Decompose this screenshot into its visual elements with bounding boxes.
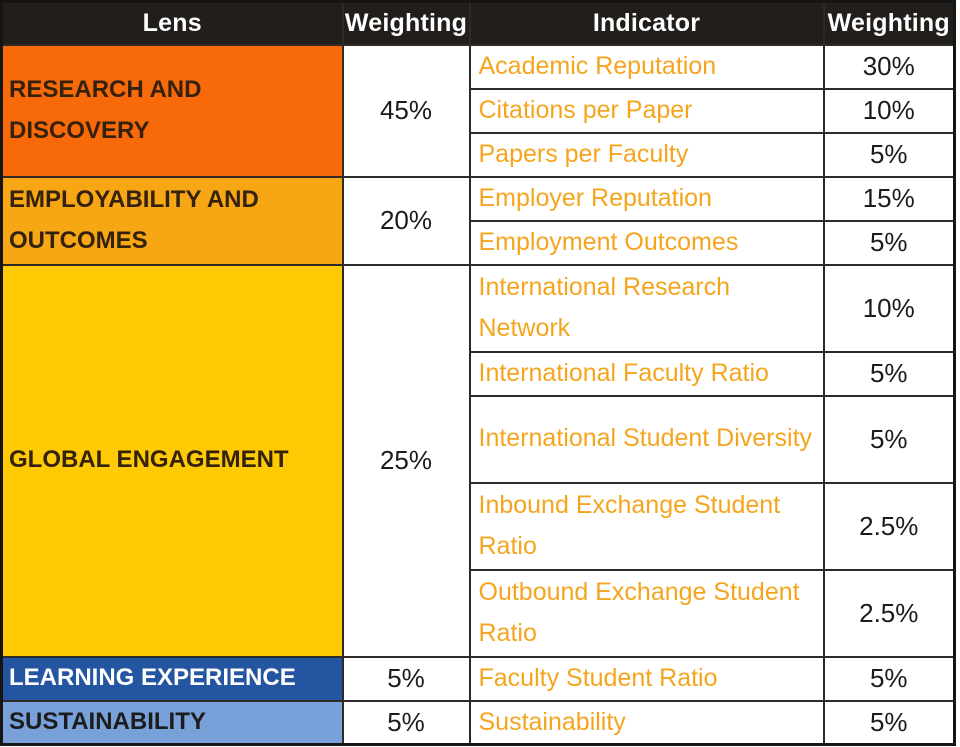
table-row: LEARNING EXPERIENCE 5% Faculty Student R… [0, 655, 956, 702]
table-row: International Student Diversity 5% [2, 394, 956, 484]
indicator-cell-international-research-network: International Research Network [468, 263, 825, 353]
table-row: Inbound Exchange Student Ratio 2.5% [2, 481, 956, 571]
indicator-cell-inbound-exchange-student-ratio: Inbound Exchange Student Ratio [468, 481, 825, 571]
lens-cell-global-engagement: GLOBAL ENGAGEMENT [0, 263, 344, 658]
indicator-cell-sustainability: Sustainability [468, 699, 825, 746]
lens-weighting-global-engagement: 25% [341, 263, 471, 658]
lens-cell-research-and-discovery: RESEARCH AND DISCOVERY [0, 43, 344, 178]
column-header-indicator: Indicator [468, 0, 825, 46]
lens-cell-learning-experience: LEARNING EXPERIENCE [0, 655, 344, 702]
indicator-cell-international-faculty-ratio: International Faculty Ratio [468, 350, 825, 397]
indicator-cell-outbound-exchange-student-ratio: Outbound Exchange Student Ratio [468, 568, 825, 658]
indicator-cell-employment-outcomes: Employment Outcomes [468, 219, 825, 266]
indicator-cell-academic-reputation: Academic Reputation [468, 43, 825, 90]
indicator-weighting-papers-per-faculty: 5% [822, 131, 956, 178]
indicator-weighting-inbound-exchange-student-ratio: 2.5% [822, 481, 956, 571]
indicator-cell-papers-per-faculty: Papers per Faculty [468, 131, 825, 178]
lens-cell-employability-and-outcomes: EMPLOYABILITY AND OUTCOMES [0, 175, 344, 266]
column-header-indicator-weighting: Weighting [822, 0, 956, 46]
table-row: RESEARCH AND DISCOVERY 45% Academic Repu… [0, 43, 956, 178]
indicator-weighting-faculty-student-ratio: 5% [822, 655, 956, 702]
table-row: GLOBAL ENGAGEMENT 25% International Rese… [0, 263, 956, 658]
column-header-lens-weighting: Weighting [341, 0, 471, 46]
table-row: International Faculty Ratio 5% [2, 350, 956, 397]
indicator-weighting-international-faculty-ratio: 5% [822, 350, 956, 397]
indicator-cell-international-student-diversity: International Student Diversity [468, 394, 825, 484]
lens-weighting-sustainability: 5% [341, 699, 471, 746]
table-row: Outbound Exchange Student Ratio 2.5% [2, 568, 956, 658]
lens-cell-sustainability: SUSTAINABILITY [0, 699, 344, 746]
header-row: Lens Weighting Indicator Weighting [0, 0, 956, 46]
table-row: SUSTAINABILITY 5% Sustainability 5% [0, 699, 956, 746]
table-row: Citations per Paper 10% [2, 87, 956, 134]
indicator-cell-employer-reputation: Employer Reputation [468, 175, 825, 222]
lens-weighting-research-and-discovery: 45% [341, 43, 471, 178]
lens-weighting-learning-experience: 5% [341, 655, 471, 702]
table-row: Employment Outcomes 5% [2, 219, 956, 266]
indicator-weighting-citations-per-paper: 10% [822, 87, 956, 134]
lens-weighting-employability-and-outcomes: 20% [341, 175, 471, 266]
indicator-weighting-academic-reputation: 30% [822, 43, 956, 90]
indicator-weighting-international-research-network: 10% [822, 263, 956, 353]
indicator-weighting-employer-reputation: 15% [822, 175, 956, 222]
indicator-cell-faculty-student-ratio: Faculty Student Ratio [468, 655, 825, 702]
indicator-weighting-outbound-exchange-student-ratio: 2.5% [822, 568, 956, 658]
table-row: EMPLOYABILITY AND OUTCOMES 20% Employer … [0, 175, 956, 266]
indicator-weighting-sustainability: 5% [822, 699, 956, 746]
table-row: Papers per Faculty 5% [2, 131, 956, 178]
indicator-cell-citations-per-paper: Citations per Paper [468, 87, 825, 134]
column-header-lens: Lens [0, 0, 344, 46]
indicator-weighting-international-student-diversity: 5% [822, 394, 956, 484]
indicator-weighting-employment-outcomes: 5% [822, 219, 956, 266]
